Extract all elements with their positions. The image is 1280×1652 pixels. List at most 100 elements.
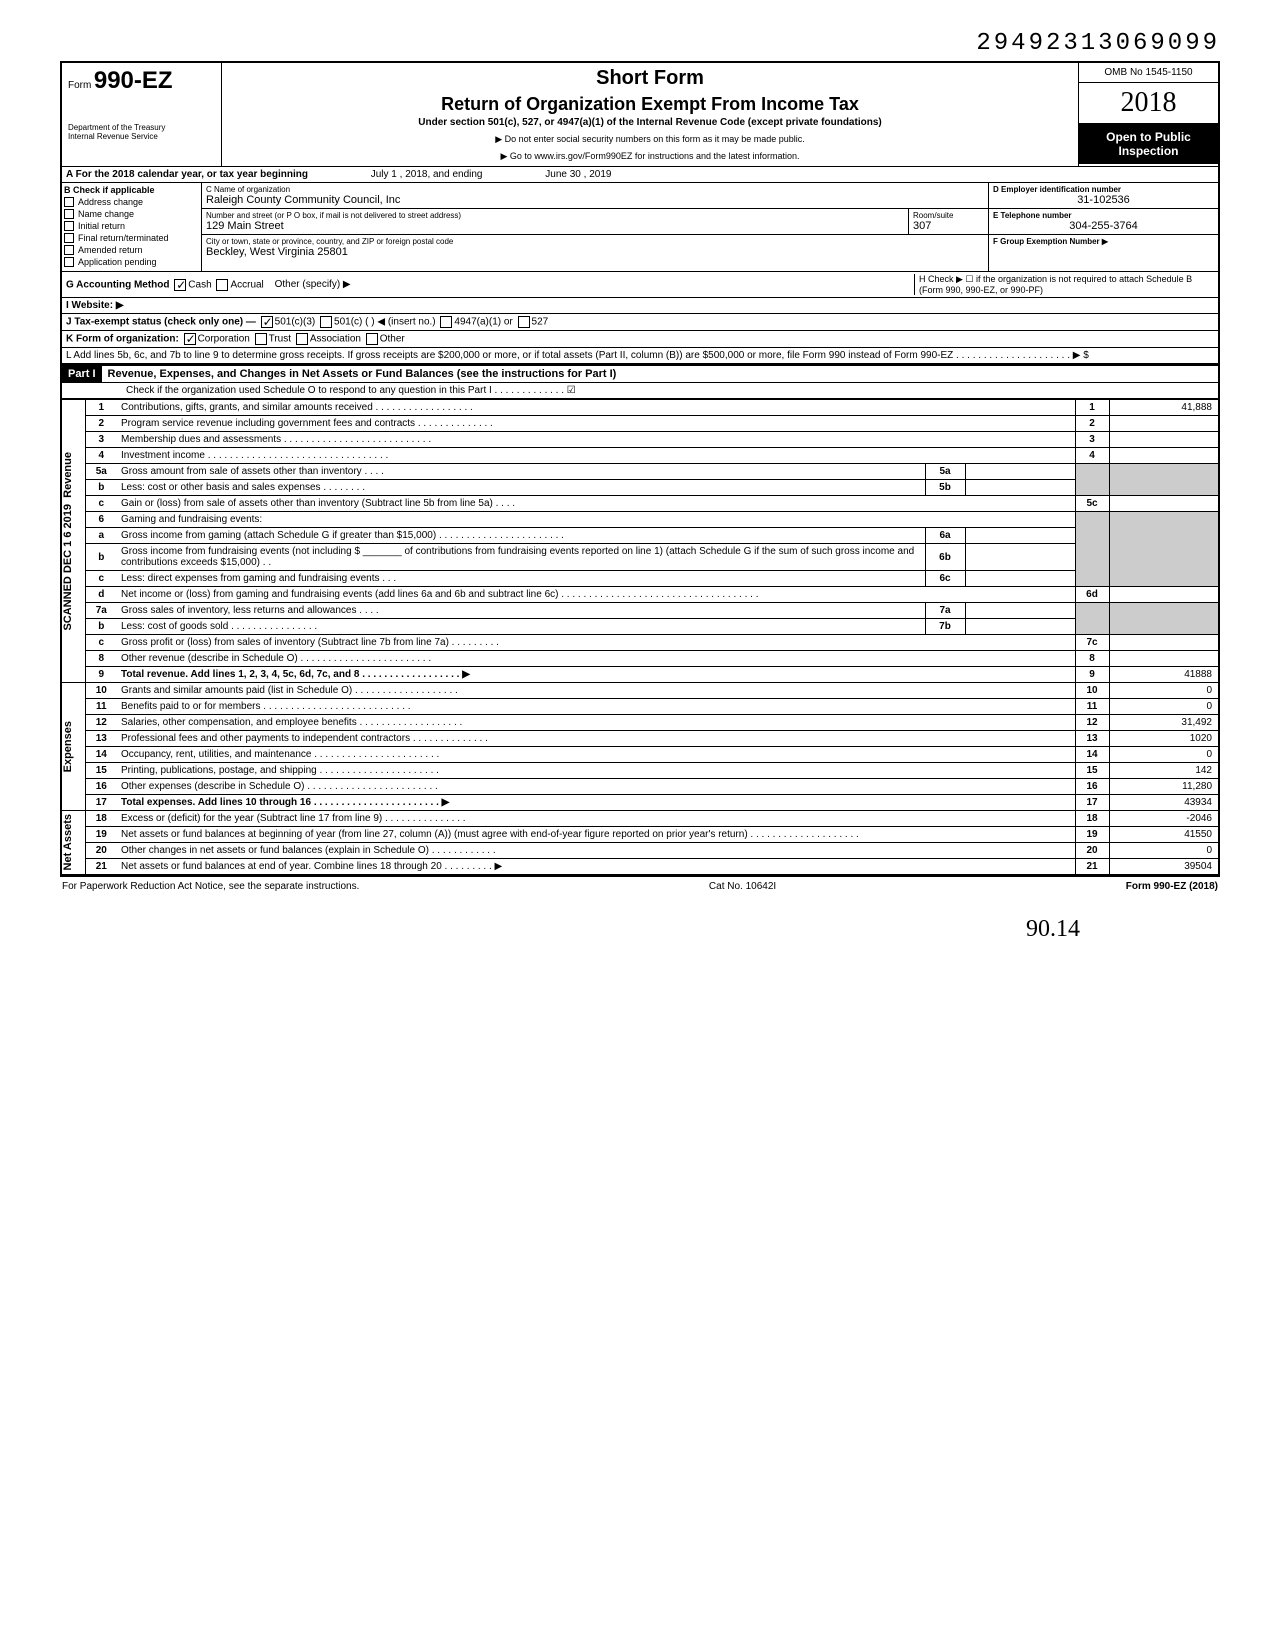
section-b-label: B Check if applicable <box>64 185 199 195</box>
line-no: 13 <box>85 731 117 747</box>
subtitle: Under section 501(c), 527, or 4947(a)(1)… <box>226 117 1074 128</box>
minibox: 6a <box>925 528 965 544</box>
line-numbox: 5c <box>1075 496 1109 512</box>
line-k-label: K Form of organization: <box>66 334 179 345</box>
chk-other-org[interactable] <box>366 333 378 345</box>
chk-name-change[interactable]: Name change <box>64 209 199 219</box>
minibox: 6b <box>925 544 965 571</box>
chk-corp[interactable] <box>184 333 196 345</box>
line-desc: Other changes in net assets or fund bala… <box>117 843 1075 859</box>
minival <box>965 544 1075 571</box>
line-numbox: 10 <box>1075 683 1109 699</box>
line-numbox: 1 <box>1075 400 1109 416</box>
part1-check-note: Check if the organization used Schedule … <box>66 385 1214 396</box>
minival <box>965 603 1075 619</box>
chk-4947[interactable] <box>440 316 452 328</box>
line-value: 0 <box>1109 683 1219 699</box>
line-desc: Printing, publications, postage, and shi… <box>117 763 1075 779</box>
line-numbox: 14 <box>1075 747 1109 763</box>
minival <box>965 571 1075 587</box>
chk-cash[interactable] <box>174 279 186 291</box>
minival <box>965 480 1075 496</box>
chk-501c3[interactable] <box>261 316 273 328</box>
line-no: 11 <box>85 699 117 715</box>
line-no: b <box>85 619 117 635</box>
bottom-handwritten: 90.14 <box>60 896 1220 943</box>
chk-amended[interactable]: Amended return <box>64 245 199 255</box>
line-desc: Gross amount from sale of assets other t… <box>117 464 925 480</box>
chk-accrual[interactable] <box>216 279 228 291</box>
chk-501c[interactable] <box>320 316 332 328</box>
chk-final-return[interactable]: Final return/terminated <box>64 233 199 243</box>
line-value: 0 <box>1109 843 1219 859</box>
line-no: b <box>85 544 117 571</box>
tracking-number: 29492313069099 <box>60 30 1220 57</box>
minibox: 5b <box>925 480 965 496</box>
short-form-title: Short Form <box>226 67 1074 90</box>
line-g: G Accounting Method Cash Accrual Other (… <box>66 279 914 291</box>
line-no: 4 <box>85 448 117 464</box>
line-a-mid: , 2018, and ending <box>400 169 483 180</box>
line-desc: Gross income from fundraising events (no… <box>117 544 925 571</box>
name-label: C Name of organization <box>206 185 984 194</box>
line-desc: Gaming and fundraising events: <box>117 512 1075 528</box>
line-numbox: 8 <box>1075 651 1109 667</box>
other-label: Other (specify) ▶ <box>275 279 351 290</box>
part1-title: Revenue, Expenses, and Changes in Net As… <box>108 368 617 380</box>
room-label: Room/suite <box>913 211 984 220</box>
org-name: Raleigh County Community Council, Inc <box>206 194 984 206</box>
line-numbox: 13 <box>1075 731 1109 747</box>
line-desc: Gross income from gaming (attach Schedul… <box>117 528 925 544</box>
line-desc: Gain or (loss) from sale of assets other… <box>117 496 1075 512</box>
chk-trust[interactable] <box>255 333 267 345</box>
line-no: 19 <box>85 827 117 843</box>
omb-number: OMB No 1545-1150 <box>1079 63 1218 83</box>
trust-label: Trust <box>269 334 291 345</box>
form-prefix: Form <box>68 80 91 91</box>
line-value <box>1109 651 1219 667</box>
line-j-label: J Tax-exempt status (check only one) — <box>66 317 256 328</box>
line-desc: Professional fees and other payments to … <box>117 731 1075 747</box>
line-no: 9 <box>85 667 117 683</box>
line-numbox: 12 <box>1075 715 1109 731</box>
other-org-label: Other <box>380 334 405 345</box>
line-no: 20 <box>85 843 117 859</box>
chk-initial-return[interactable]: Initial return <box>64 221 199 231</box>
chk-address-change[interactable]: Address change <box>64 197 199 207</box>
line-desc: Less: cost or other basis and sales expe… <box>117 480 925 496</box>
line-h: H Check ▶ ☐ if the organization is not r… <box>914 274 1214 295</box>
line-no: d <box>85 587 117 603</box>
footer-left: For Paperwork Reduction Act Notice, see … <box>62 881 359 892</box>
chk-527[interactable] <box>518 316 530 328</box>
line-desc: Net assets or fund balances at beginning… <box>117 827 1075 843</box>
line-no: c <box>85 635 117 651</box>
line-desc: Salaries, other compensation, and employ… <box>117 715 1075 731</box>
line-a-text: A For the 2018 calendar year, or tax yea… <box>66 169 308 180</box>
line-desc: Gross sales of inventory, less returns a… <box>117 603 925 619</box>
footer-center: Cat No. 10642I <box>709 881 776 892</box>
ein-label: D Employer identification number <box>993 185 1214 194</box>
line-desc: Total expenses. Add lines 10 through 16 … <box>117 795 1075 811</box>
scanned-stamp: SCANNED DEC 1 6 2019 <box>62 504 74 631</box>
dept-treasury: Department of the Treasury <box>68 123 215 132</box>
chk-assoc[interactable] <box>296 333 308 345</box>
part1-header-row: Part I Revenue, Expenses, and Changes in… <box>60 365 1220 383</box>
line-desc: Net income or (loss) from gaming and fun… <box>117 587 1075 603</box>
room: 307 <box>913 220 984 232</box>
line-no: 12 <box>85 715 117 731</box>
group-exempt-label: F Group Exemption Number ▶ <box>993 237 1214 246</box>
corp-label: Corporation <box>198 334 250 345</box>
line-desc: Less: cost of goods sold . . . . . . . .… <box>117 619 925 635</box>
chk-pending[interactable]: Application pending <box>64 257 199 267</box>
street: 129 Main Street <box>206 220 904 232</box>
minibox: 7b <box>925 619 965 635</box>
chk-label: Name change <box>78 209 134 219</box>
line-numbox: 20 <box>1075 843 1109 859</box>
line-value: 0 <box>1109 699 1219 715</box>
inspection-label: Open to Public Inspection <box>1079 124 1218 164</box>
line-k: K Form of organization: Corporation Trus… <box>66 333 405 345</box>
line-no: 3 <box>85 432 117 448</box>
line-no: 16 <box>85 779 117 795</box>
line-no: 8 <box>85 651 117 667</box>
chk-label: Final return/terminated <box>78 233 169 243</box>
